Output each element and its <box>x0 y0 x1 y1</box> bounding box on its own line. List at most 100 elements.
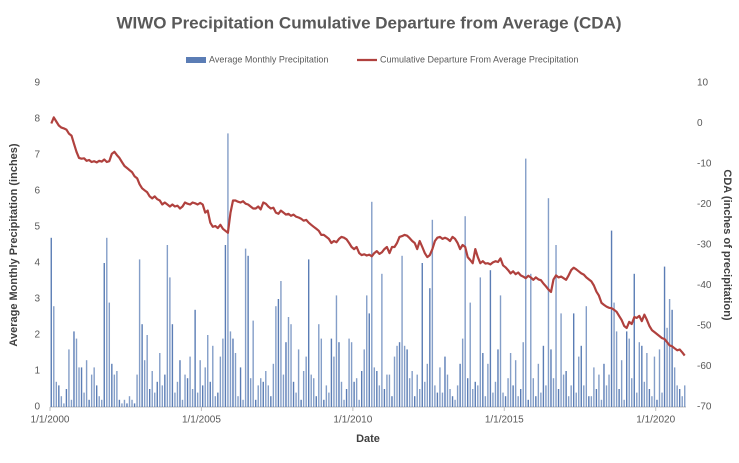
bar <box>600 399 603 407</box>
bar <box>421 263 423 407</box>
bar <box>98 396 100 407</box>
bar <box>464 216 466 407</box>
bar <box>328 392 330 407</box>
bar <box>489 270 492 407</box>
bar <box>159 353 161 407</box>
bar <box>446 374 449 407</box>
bar <box>623 399 625 407</box>
bar <box>570 385 572 407</box>
bar <box>411 371 413 407</box>
bar <box>585 306 588 407</box>
bar <box>232 338 234 407</box>
bar <box>681 396 683 407</box>
bar <box>424 381 426 407</box>
bar <box>323 399 325 407</box>
bar <box>282 374 285 407</box>
bar <box>583 385 585 407</box>
bar <box>267 385 270 407</box>
bar <box>466 378 469 407</box>
bar <box>676 385 678 407</box>
bar <box>441 392 444 407</box>
bar <box>658 349 661 407</box>
y-tick-label: 7 <box>34 150 40 161</box>
bar <box>555 245 557 407</box>
bar <box>497 349 499 407</box>
bar <box>636 392 638 407</box>
bar <box>244 248 247 407</box>
y-tick-label: 2 <box>34 330 40 341</box>
y-tick-label: 1 <box>34 366 40 377</box>
bar <box>393 356 396 407</box>
bar <box>373 367 376 407</box>
bar <box>113 374 116 407</box>
bar <box>562 374 565 407</box>
bar <box>661 392 663 407</box>
y-axis-title: Average Monthly Precipitation (inches) <box>8 143 20 346</box>
bar <box>595 389 598 407</box>
bar <box>633 273 635 407</box>
bar <box>603 363 605 407</box>
bar <box>101 399 103 407</box>
bar <box>209 381 211 407</box>
bar <box>383 389 386 407</box>
bar <box>275 306 277 407</box>
bar <box>444 356 446 407</box>
bar <box>343 399 345 407</box>
bar <box>118 399 121 407</box>
x-axis-title: Date <box>356 433 380 445</box>
bar <box>631 378 633 407</box>
bar <box>93 367 95 407</box>
line <box>50 116 686 357</box>
bar <box>320 338 323 407</box>
bar <box>111 363 113 407</box>
bar <box>472 389 474 407</box>
bar <box>68 349 70 407</box>
y2-tick-label: -70 <box>697 402 712 413</box>
bar <box>588 396 590 407</box>
bar <box>90 374 93 407</box>
bar <box>479 277 482 407</box>
bar <box>310 374 312 407</box>
bar <box>181 399 184 407</box>
x-tick-label: 1/1/2000 <box>31 415 70 426</box>
bar <box>199 360 201 407</box>
bar <box>333 356 335 407</box>
y2-tick-label: -30 <box>697 240 712 251</box>
y2-tick-label: -40 <box>697 280 712 291</box>
bar <box>348 338 350 407</box>
bar <box>80 367 83 407</box>
bar <box>469 302 471 407</box>
bar <box>148 389 151 407</box>
bar <box>547 198 550 407</box>
bar <box>290 324 292 407</box>
bar <box>530 273 532 407</box>
bar <box>537 363 540 407</box>
chart-title: WIWO Precipitation Cumulative Departure … <box>116 13 621 32</box>
bar <box>598 374 600 407</box>
bar <box>678 389 681 407</box>
bar <box>429 288 431 407</box>
bar <box>353 381 355 407</box>
bar <box>519 389 522 407</box>
y2-tick-label: -50 <box>697 321 712 332</box>
y-tick-label: 9 <box>34 78 40 89</box>
bar <box>398 342 401 407</box>
bar <box>58 385 60 407</box>
bar <box>136 374 138 407</box>
bar <box>487 363 489 407</box>
bar <box>401 255 403 407</box>
bar <box>641 345 643 407</box>
bar <box>227 133 229 407</box>
bar <box>456 385 459 407</box>
bar <box>217 392 219 407</box>
bar <box>643 381 646 407</box>
bar <box>154 392 156 407</box>
bar <box>214 396 217 407</box>
y-tick-label: 0 <box>34 402 40 413</box>
legend-label: Average Monthly Precipitation <box>209 54 328 64</box>
bar <box>567 396 570 407</box>
bar <box>315 396 317 407</box>
x-tick-label: 1/1/2005 <box>182 415 221 426</box>
bar <box>247 255 249 407</box>
bar <box>514 360 517 407</box>
